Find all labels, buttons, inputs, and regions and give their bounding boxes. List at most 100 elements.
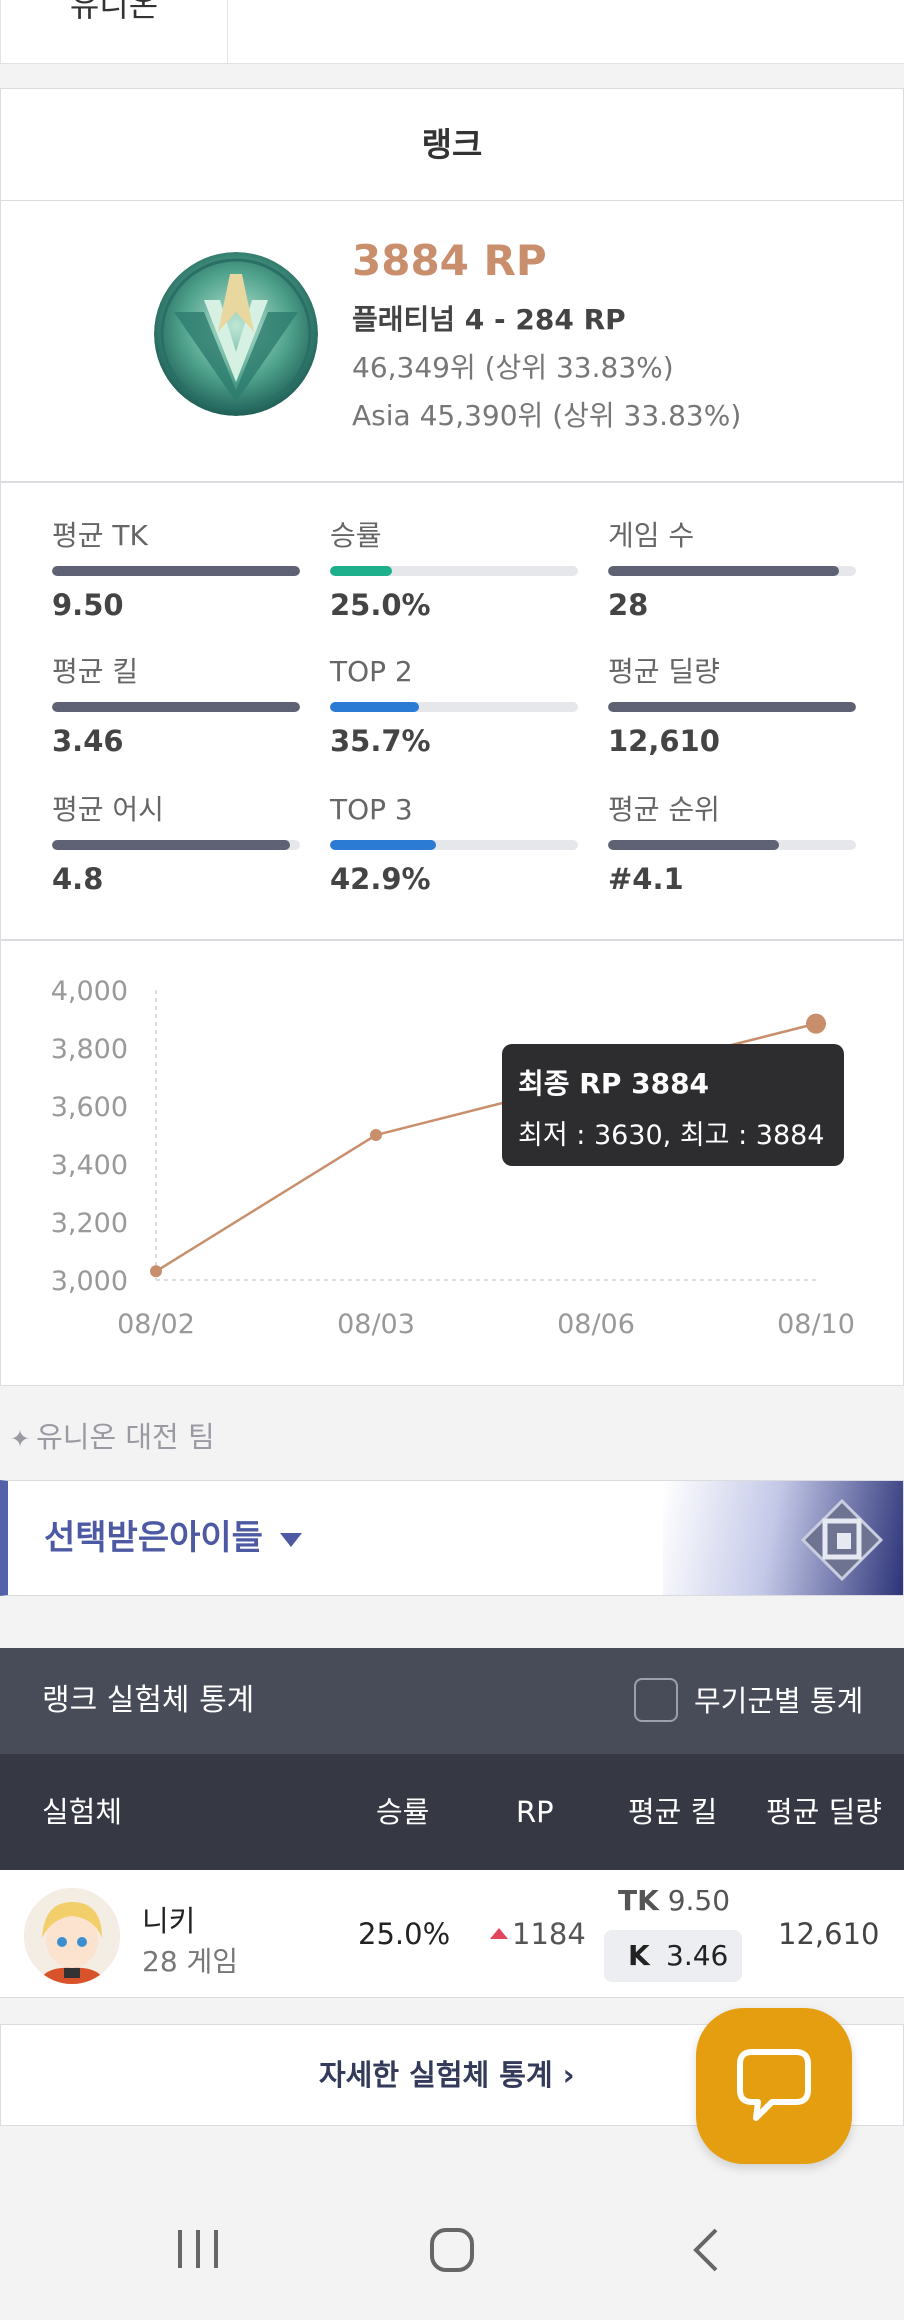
y-tick-label: 3,800 — [51, 1034, 128, 1065]
stat-bar-fill — [330, 702, 419, 712]
k-value: 3.46 — [666, 1939, 729, 1972]
stat-bar — [608, 840, 856, 850]
x-tick-label: 08/03 — [337, 1309, 415, 1340]
y-tick-label: 3,600 — [51, 1092, 128, 1123]
back-icon[interactable] — [693, 2228, 718, 2272]
table-row[interactable]: 니키 28 게임 25.0% 1184 TK 9.50 K 3.46 12,61… — [0, 1870, 904, 1998]
top-tab-bar: 유니온 — [0, 0, 904, 64]
stat-value: 35.7% — [330, 724, 431, 758]
rank-info-card — [0, 200, 904, 482]
stat-item: 평균 딜량 12,610 — [608, 652, 856, 758]
x-tick-label: 08/06 — [557, 1309, 635, 1340]
weapon-stats-checkbox[interactable] — [634, 1678, 678, 1722]
android-nav-bar — [0, 2190, 904, 2316]
chevron-right-icon: › — [562, 2058, 575, 2092]
stat-value: 42.9% — [330, 862, 431, 896]
char-stats-columns: 실험체 승률 RP 평균 킬 평균 딜량 — [0, 1754, 904, 1870]
stat-bar-fill — [608, 840, 780, 850]
char-stats-title: 랭크 실험체 통계 — [42, 1683, 255, 1718]
k-label: K — [628, 1939, 650, 1972]
stat-item: 게임 수 28 — [608, 516, 856, 622]
stat-item: 평균 순위 #4.1 — [608, 790, 856, 896]
stat-bar-fill — [52, 566, 300, 576]
home-icon[interactable] — [430, 2228, 474, 2272]
col-avg-damage: 평균 딜량 — [766, 1795, 882, 1829]
global-rank: 46,349위 (상위 33.83%) — [352, 351, 674, 384]
y-tick-label: 3,400 — [51, 1150, 128, 1181]
stat-value: 9.50 — [52, 588, 124, 622]
region-rank: Asia 45,390위 (상위 33.83%) — [352, 399, 742, 432]
tooltip-box — [502, 1044, 844, 1166]
stat-bar — [330, 702, 578, 712]
stat-bar-fill — [52, 702, 300, 712]
stat-value: #4.1 — [608, 862, 684, 896]
data-point — [150, 1265, 162, 1278]
avatar — [24, 1888, 120, 1984]
rank-points: 3884 RP — [352, 236, 547, 285]
stat-value: 4.8 — [52, 862, 104, 896]
tooltip-detail: 최저 : 3630, 최고 : 3884 — [518, 1120, 824, 1151]
sparkle-icon: ✦ — [10, 1425, 31, 1453]
character-games: 28 게임 — [142, 1945, 239, 1978]
tk-value: 9.50 — [667, 1884, 731, 1917]
tooltip-title: 최종 RP 3884 — [518, 1067, 709, 1100]
stat-item: 평균 TK 9.50 — [52, 516, 300, 622]
stat-label: TOP 2 — [330, 655, 413, 688]
data-point — [806, 1013, 826, 1034]
stat-bar — [52, 702, 300, 712]
stat-value: 28 — [608, 588, 649, 622]
stat-item: TOP 3 42.9% — [330, 790, 578, 896]
data-point — [370, 1129, 382, 1141]
character-name: 니키 — [142, 1904, 196, 1938]
y-tick-label: 4,000 — [51, 976, 128, 1007]
tab-union-label: 유니온 — [69, 0, 159, 24]
col-character: 실험체 — [42, 1795, 123, 1829]
char-stats-header: 랭크 실험체 통계 무기군별 통계 — [0, 1648, 904, 1754]
col-winrate: 승률 — [376, 1795, 430, 1829]
stat-bar-fill — [608, 566, 839, 576]
stat-value: 12,610 — [608, 724, 720, 758]
stat-bar — [608, 566, 856, 576]
stat-bar-fill — [330, 840, 437, 850]
stat-label: 평균 킬 — [52, 655, 139, 688]
stat-label: 평균 어시 — [52, 793, 164, 826]
x-tick-label: 08/02 — [117, 1309, 195, 1340]
rp-up-icon — [490, 1928, 508, 1939]
stat-bar-fill — [608, 702, 856, 712]
stat-bar-fill — [52, 840, 291, 850]
chat-bubble-icon — [737, 2049, 811, 2121]
stat-bar — [330, 566, 578, 576]
stat-label: 승률 — [330, 519, 382, 552]
rank-tier: 플래티넘 4 - 284 RP — [352, 303, 626, 336]
union-section-label: ✦ 유니온 대전 팀 — [10, 1414, 215, 1456]
detail-stats-link-text[interactable]: 자세한 실험체 통계 › — [319, 2025, 575, 2125]
rank-card-header: 랭크 — [0, 88, 904, 200]
stat-bar — [52, 566, 300, 576]
col-avg-kill: 평균 킬 — [628, 1795, 718, 1829]
team-name: 선택받은아이들 — [44, 1518, 263, 1558]
character-winrate: 25.0% — [358, 1917, 451, 1951]
union-team-selector[interactable]: 선택받은아이들 — [0, 1480, 904, 1596]
y-tick-label: 3,200 — [51, 1208, 128, 1239]
caret-down-icon — [280, 1533, 302, 1547]
tab-union[interactable]: 유니온 — [0, 0, 228, 64]
chat-button[interactable] — [696, 2008, 852, 2164]
platinum-tier-emblem-icon — [154, 252, 318, 416]
rp-line-chart: 4,000 3,800 3,600 3,400 3,200 3,000 08/02 08/03… — [51, 976, 855, 1340]
stat-bar — [608, 702, 856, 712]
stat-value: 25.0% — [330, 588, 431, 622]
stat-label: TOP 3 — [330, 793, 413, 826]
stat-label: 게임 수 — [608, 519, 695, 552]
union-section-text: 유니온 대전 팀 — [36, 1420, 215, 1454]
stat-label: 평균 딜량 — [608, 655, 720, 688]
tk-label: TK — [618, 1884, 659, 1917]
x-tick-label: 08/10 — [777, 1309, 855, 1340]
stat-bar — [330, 840, 578, 850]
team-banner — [663, 1481, 903, 1595]
detail-link-label: 자세한 실험체 통계 — [319, 2058, 553, 2092]
stat-item: 평균 어시 4.8 — [52, 790, 300, 896]
stat-item: 평균 킬 3.46 — [52, 652, 300, 758]
recent-apps-icon[interactable] — [178, 2230, 218, 2268]
character-kill-box: K 3.46 — [604, 1930, 742, 1982]
weapon-stats-label[interactable]: 무기군별 통계 — [694, 1684, 864, 1718]
